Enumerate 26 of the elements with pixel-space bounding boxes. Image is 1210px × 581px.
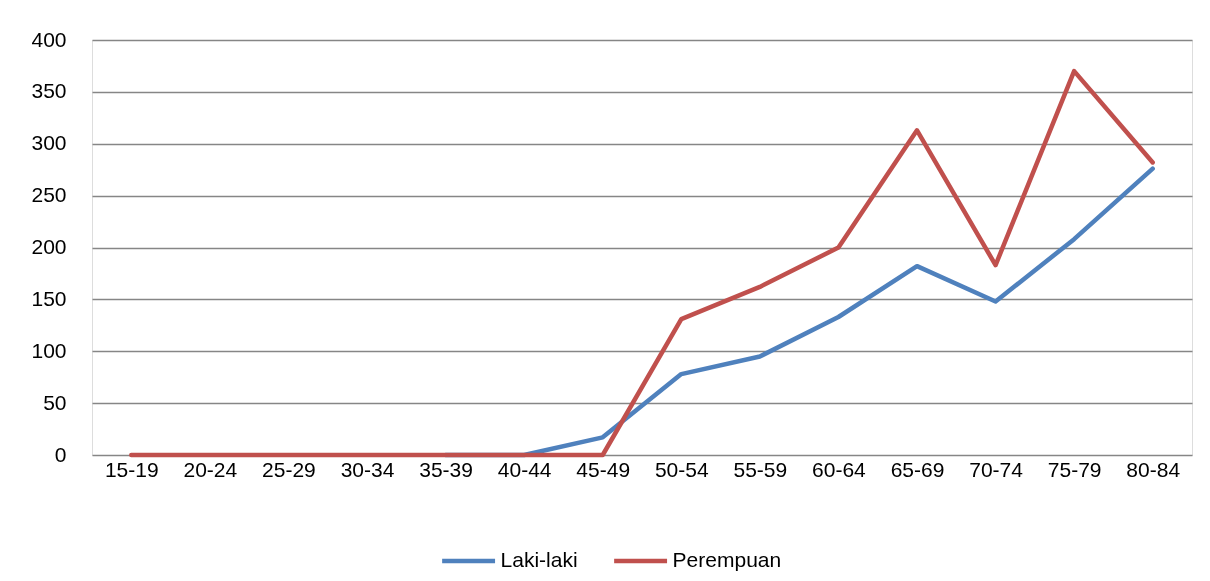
x-tick-label: 15-19: [104, 457, 159, 481]
x-tick-label: 50-54: [654, 457, 709, 481]
y-tick-label: 400: [31, 27, 67, 51]
legend-label: Laki-laki: [500, 548, 578, 571]
y-tick-label: 50: [43, 390, 67, 414]
x-tick-label: 70-74: [969, 457, 1024, 481]
y-tick-label: 200: [31, 235, 67, 258]
x-tick-label: 55-59: [733, 457, 788, 481]
x-tick-label: 25-29: [262, 457, 316, 481]
x-tick-label: 80-84: [1126, 457, 1181, 481]
x-tick-label: 35-39: [419, 457, 473, 481]
y-tick-label: 150: [31, 286, 67, 310]
y-tick-label: 100: [31, 338, 67, 362]
y-tick-label: 350: [31, 79, 67, 103]
x-tick-label: 20-24: [183, 457, 238, 481]
x-tick-label: 40-44: [497, 457, 552, 481]
x-tick-label: 75-79: [1047, 457, 1102, 481]
y-tick-label: 0: [54, 442, 67, 466]
x-tick-label: 65-69: [890, 457, 945, 481]
x-tick-label: 45-49: [576, 457, 631, 481]
line-series: [129, 68, 1155, 458]
y-tick-label: 300: [31, 131, 67, 155]
legend-label: Perempuan: [672, 548, 782, 571]
x-tick-label: 30-34: [340, 457, 395, 481]
x-tick-label: 60-64: [812, 457, 867, 481]
y-tick-label: 250: [31, 183, 67, 207]
